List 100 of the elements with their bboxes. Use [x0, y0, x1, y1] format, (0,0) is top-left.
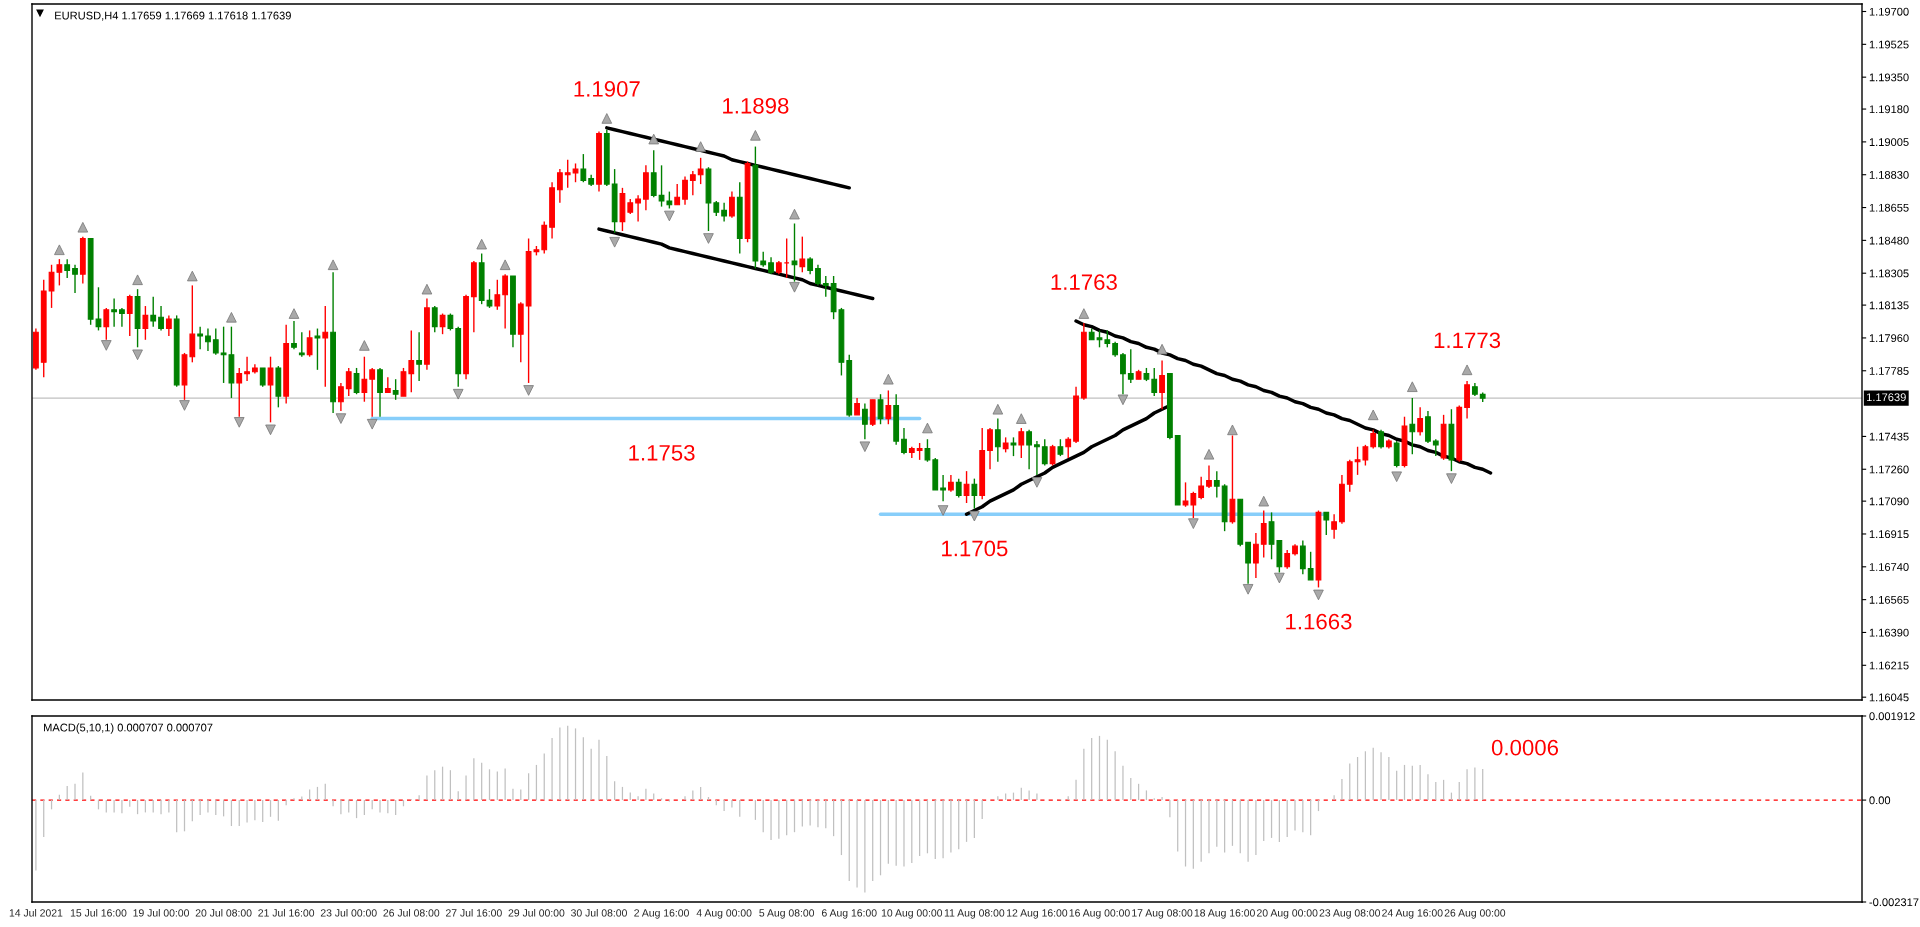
candlestick: [165, 314, 172, 337]
annotation: 1.1773: [1434, 332, 1501, 349]
annotation: 1.1663: [1286, 613, 1352, 630]
x-tick-label: 11 Aug 08:00: [944, 909, 1005, 919]
x-tick-label: 16 Aug 00:00: [1069, 909, 1130, 919]
candlestick: [439, 312, 446, 335]
candlestick: [572, 162, 579, 183]
x-tick-label: 6 Aug 16:00: [821, 909, 877, 919]
candlestick: [267, 355, 274, 424]
x-tick-label: 5 Aug 08:00: [759, 909, 815, 919]
candlestick: [861, 402, 868, 440]
x-tick-label: 19 Jul 00:00: [133, 908, 190, 917]
y-tick-label: 1.18655: [1869, 203, 1909, 212]
candlestick: [815, 264, 821, 287]
y-tick-label: 1.17260: [1869, 465, 1909, 474]
y-tick-label: 1.16565: [1869, 595, 1909, 604]
x-tick-label: 26 Aug 00:00: [1444, 909, 1506, 919]
candlestick: [1378, 429, 1384, 450]
candlestick: [1018, 427, 1025, 459]
candlestick: [1253, 532, 1259, 579]
candlestick: [259, 367, 266, 388]
x-tick-label: 23 Aug 08:00: [1319, 909, 1381, 919]
x-tick-label: 18 Aug 16:00: [1194, 909, 1255, 919]
candlestick: [1307, 551, 1314, 581]
candlestick: [1417, 406, 1424, 437]
y-tick-label: 1.16215: [1869, 661, 1909, 670]
candlestick: [987, 427, 993, 470]
annotation: 0.0006: [1491, 739, 1559, 756]
candlestick: [1159, 359, 1165, 410]
annotation: 1.1898: [723, 97, 789, 114]
ref-line-label: 1.17639: [1867, 393, 1906, 402]
candlestick: [1393, 440, 1400, 469]
candlestick: [1245, 541, 1251, 585]
candlestick: [556, 168, 563, 204]
x-tick-label: 24 Aug 16:00: [1382, 909, 1443, 919]
candlestick: [901, 427, 907, 455]
x-tick-label: 15 Jul 16:00: [70, 908, 127, 917]
y-tick-label: 0.00: [1869, 796, 1891, 805]
y-tick-label: 1.18135: [1869, 301, 1909, 310]
y-tick-label: 1.19700: [1869, 7, 1909, 16]
candlestick: [486, 288, 493, 309]
x-tick-label: 20 Jul 08:00: [195, 908, 252, 917]
candlestick: [189, 284, 196, 364]
candlestick: [1346, 459, 1353, 493]
candlestick: [1127, 348, 1134, 384]
candlestick: [431, 305, 438, 333]
candlestick: [689, 170, 696, 197]
candlestick: [729, 190, 735, 219]
y-tick-label: 1.16045: [1869, 693, 1909, 702]
candlestick: [377, 367, 383, 418]
candlestick: [1041, 438, 1048, 467]
candlestick: [1010, 436, 1017, 457]
candlestick: [682, 175, 688, 206]
annotation: 1.1705: [942, 540, 1008, 557]
candlestick: [1260, 509, 1267, 559]
candlestick: [940, 474, 946, 502]
candlestick: [963, 470, 970, 504]
candlestick: [1464, 380, 1470, 420]
y-tick-label: 1.17785: [1869, 367, 1909, 375]
candlestick: [580, 153, 587, 183]
x-tick-label: 27 Jul 16:00: [446, 908, 502, 917]
candlestick: [1299, 539, 1306, 576]
candlestick: [126, 294, 133, 337]
candlestick: [392, 378, 399, 401]
candlestick: [650, 149, 657, 198]
line-series: [597, 227, 875, 301]
candlestick: [1151, 367, 1158, 397]
x-tick-label: 14 Jul 2021: [9, 908, 63, 917]
x-tick-label: 26 Jul 08:00: [383, 908, 440, 917]
candlestick: [416, 331, 423, 382]
candlestick: [1323, 511, 1330, 536]
candlestick: [1284, 549, 1291, 570]
candlestick: [361, 355, 368, 403]
candlestick: [236, 367, 243, 418]
candlestick: [1065, 436, 1072, 459]
candlestick: [502, 273, 509, 330]
annotation: 1.1753: [629, 444, 695, 461]
y-tick-label: 1.19005: [1869, 138, 1909, 147]
candlestick: [72, 264, 78, 294]
candlestick: [1034, 440, 1040, 476]
candlestick: [994, 417, 1001, 463]
x-tick-label: 12 Aug 16:00: [1007, 909, 1068, 919]
candlestick: [345, 367, 352, 397]
candlestick: [158, 305, 164, 332]
candlestick: [791, 222, 798, 283]
candlestick: [1206, 464, 1212, 489]
x-tick-label: 4 Aug 00:00: [696, 909, 752, 919]
y-tick-label: 1.16740: [1869, 563, 1909, 571]
candlestick: [564, 159, 571, 189]
candlestick: [494, 279, 501, 311]
candlestick: [1213, 470, 1220, 499]
y-tick-label: 1.16915: [1869, 530, 1909, 539]
candlestick: [799, 235, 806, 273]
candlestick: [314, 327, 321, 371]
candlestick: [119, 307, 125, 328]
y-tick-label: 1.16390: [1869, 628, 1909, 637]
candlestick: [1370, 429, 1377, 450]
candlestick: [142, 305, 149, 341]
x-tick-label: 10 Aug 00:00: [881, 909, 943, 919]
x-tick-label: 21 Jul 16:00: [258, 908, 315, 917]
